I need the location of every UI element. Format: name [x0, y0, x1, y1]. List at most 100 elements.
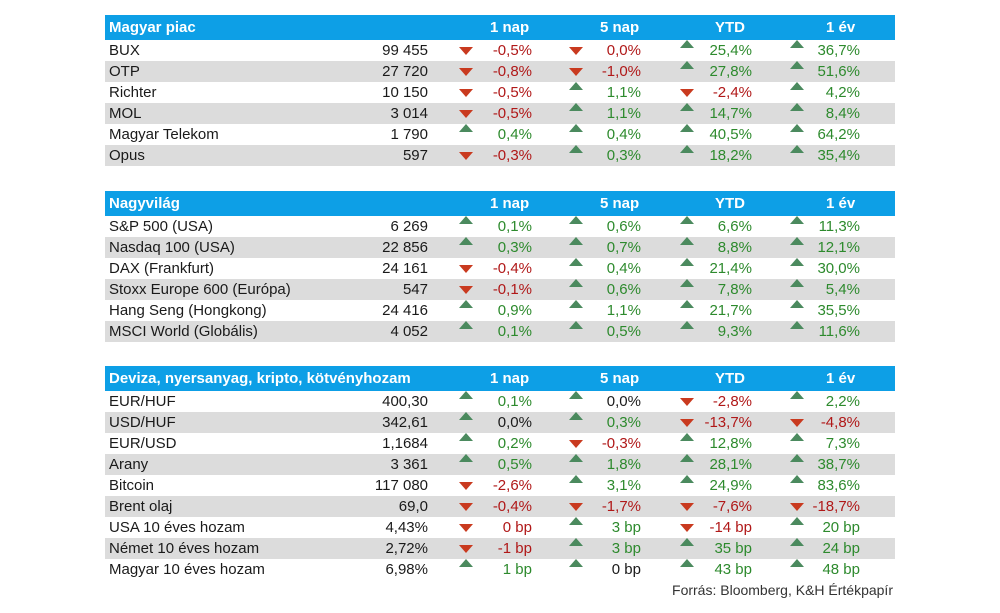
change-cell: 0,0% — [497, 414, 532, 431]
change-cell: 0,4% — [606, 260, 641, 277]
triangle-down-icon — [680, 398, 694, 406]
table-row: OTP 27 720 -0,8% -1,0% 27,8% 51,6% — [105, 61, 895, 82]
triangle-down-icon — [459, 265, 473, 273]
table-header: Nagyvilág 1 nap 5 nap YTD 1 év — [105, 191, 895, 216]
change-cell: 0,0% — [606, 393, 641, 410]
table-nagyvilag: Nagyvilág 1 nap 5 nap YTD 1 év S&P 500 (USA) 6… — [105, 191, 895, 342]
row-label: DAX (Frankfurt) — [109, 260, 215, 277]
change-cell: 0,3% — [606, 147, 641, 164]
triangle-up-icon — [680, 454, 694, 462]
triangle-up-icon — [790, 216, 804, 224]
triangle-up-icon — [569, 258, 583, 266]
section-title: Deviza, nyersanyag, kripto, kötvényhozam — [109, 370, 411, 387]
change-cell: -0,8% — [492, 63, 532, 80]
triangle-up-icon — [790, 40, 804, 48]
change-cell: 24 bp — [822, 540, 860, 557]
row-label: Német 10 éves hozam — [109, 540, 260, 557]
triangle-up-icon — [680, 433, 694, 441]
table-row: Hang Seng (Hongkong) 24 416 0,9% 1,1% 21,7% 3… — [105, 300, 895, 321]
column-header-c2: 5 nap — [600, 370, 640, 387]
triangle-up-icon — [569, 559, 583, 567]
column-header-c4: 1 év — [826, 19, 856, 36]
change-cell: 0,1% — [497, 393, 532, 410]
table-row: Arany 3 361 0,5% 1,8% 28,1% 38,7% — [105, 454, 895, 475]
triangle-down-icon — [680, 524, 694, 532]
row-value: 6,98% — [385, 561, 428, 578]
row-label: Stoxx Europe 600 (Európa) — [109, 281, 291, 298]
row-value: 547 — [402, 281, 428, 298]
triangle-up-icon — [680, 538, 694, 546]
triangle-up-icon — [569, 279, 583, 287]
change-cell: 0,5% — [606, 323, 641, 340]
triangle-down-icon — [459, 47, 473, 55]
column-header-c3: YTD — [715, 19, 745, 36]
triangle-up-icon — [459, 559, 473, 567]
triangle-up-icon — [569, 216, 583, 224]
change-cell: 11,3% — [818, 218, 860, 235]
triangle-up-icon — [790, 538, 804, 546]
change-cell: 40,5% — [709, 126, 752, 143]
row-label: OTP — [109, 63, 140, 80]
change-cell: -14 bp — [709, 519, 752, 536]
section-title: Magyar piac — [109, 19, 196, 36]
change-cell: 30,0% — [817, 260, 860, 277]
change-cell: 18,2% — [709, 147, 752, 164]
triangle-up-icon — [680, 103, 694, 111]
row-label: Richter — [109, 84, 157, 101]
change-cell: -0,3% — [492, 147, 532, 164]
change-cell: 3,1% — [606, 477, 641, 494]
triangle-down-icon — [459, 286, 473, 294]
triangle-up-icon — [569, 124, 583, 132]
triangle-down-icon — [459, 152, 473, 160]
change-cell: 8,4% — [825, 105, 860, 122]
triangle-up-icon — [790, 517, 804, 525]
triangle-up-icon — [459, 216, 473, 224]
triangle-down-icon — [459, 68, 473, 76]
table-row: USA 10 éves hozam 4,43% 0 bp 3 bp -14 bp 20 b… — [105, 517, 895, 538]
table-deviza: Deviza, nyersanyag, kripto, kötvényhozam… — [105, 366, 895, 580]
source-note: Forrás: Bloomberg, K&H Értékpapír — [672, 582, 893, 598]
change-cell: 0,2% — [497, 435, 532, 452]
row-label: Opus — [109, 147, 145, 164]
table-row: Magyar Telekom 1 790 0,4% 0,4% 40,5% 64,2% — [105, 124, 895, 145]
row-value: 4 052 — [390, 323, 428, 340]
change-cell: -0,1% — [492, 281, 532, 298]
triangle-up-icon — [790, 559, 804, 567]
triangle-up-icon — [569, 300, 583, 308]
triangle-up-icon — [569, 321, 583, 329]
triangle-down-icon — [459, 89, 473, 97]
change-cell: -13,7% — [704, 414, 752, 431]
change-cell: 0,6% — [606, 281, 641, 298]
triangle-down-icon — [459, 110, 473, 118]
triangle-down-icon — [680, 503, 694, 511]
row-value: 3 361 — [390, 456, 428, 473]
change-cell: 0,0% — [606, 42, 641, 59]
row-value: 69,0 — [398, 498, 428, 515]
table-row: Opus 597 -0,3% 0,3% 18,2% 35,4% — [105, 145, 895, 166]
triangle-up-icon — [680, 559, 694, 567]
change-cell: 1,1% — [606, 105, 641, 122]
row-label: Magyar Telekom — [109, 126, 219, 143]
change-cell: 1 bp — [502, 561, 532, 578]
triangle-up-icon — [790, 258, 804, 266]
change-cell: 9,3% — [717, 323, 752, 340]
row-label: Arany — [109, 456, 149, 473]
row-value: 3 014 — [390, 105, 428, 122]
triangle-up-icon — [569, 538, 583, 546]
change-cell: 0,9% — [497, 302, 532, 319]
change-cell: 3 bp — [611, 519, 641, 536]
change-cell: 27,8% — [709, 63, 752, 80]
row-label: EUR/USD — [109, 435, 177, 452]
change-cell: 43 bp — [714, 561, 752, 578]
triangle-down-icon — [569, 440, 583, 448]
table-row: USD/HUF 342,61 0,0% 0,3% -13,7% -4,8% — [105, 412, 895, 433]
change-cell: 0,3% — [606, 414, 641, 431]
triangle-up-icon — [569, 454, 583, 462]
triangle-down-icon — [459, 545, 473, 553]
triangle-down-icon — [790, 419, 804, 427]
row-value: 22 856 — [382, 239, 428, 256]
triangle-up-icon — [790, 300, 804, 308]
change-cell: -0,4% — [492, 260, 532, 277]
change-cell: 3 bp — [611, 540, 641, 557]
change-cell: 4,2% — [825, 84, 860, 101]
